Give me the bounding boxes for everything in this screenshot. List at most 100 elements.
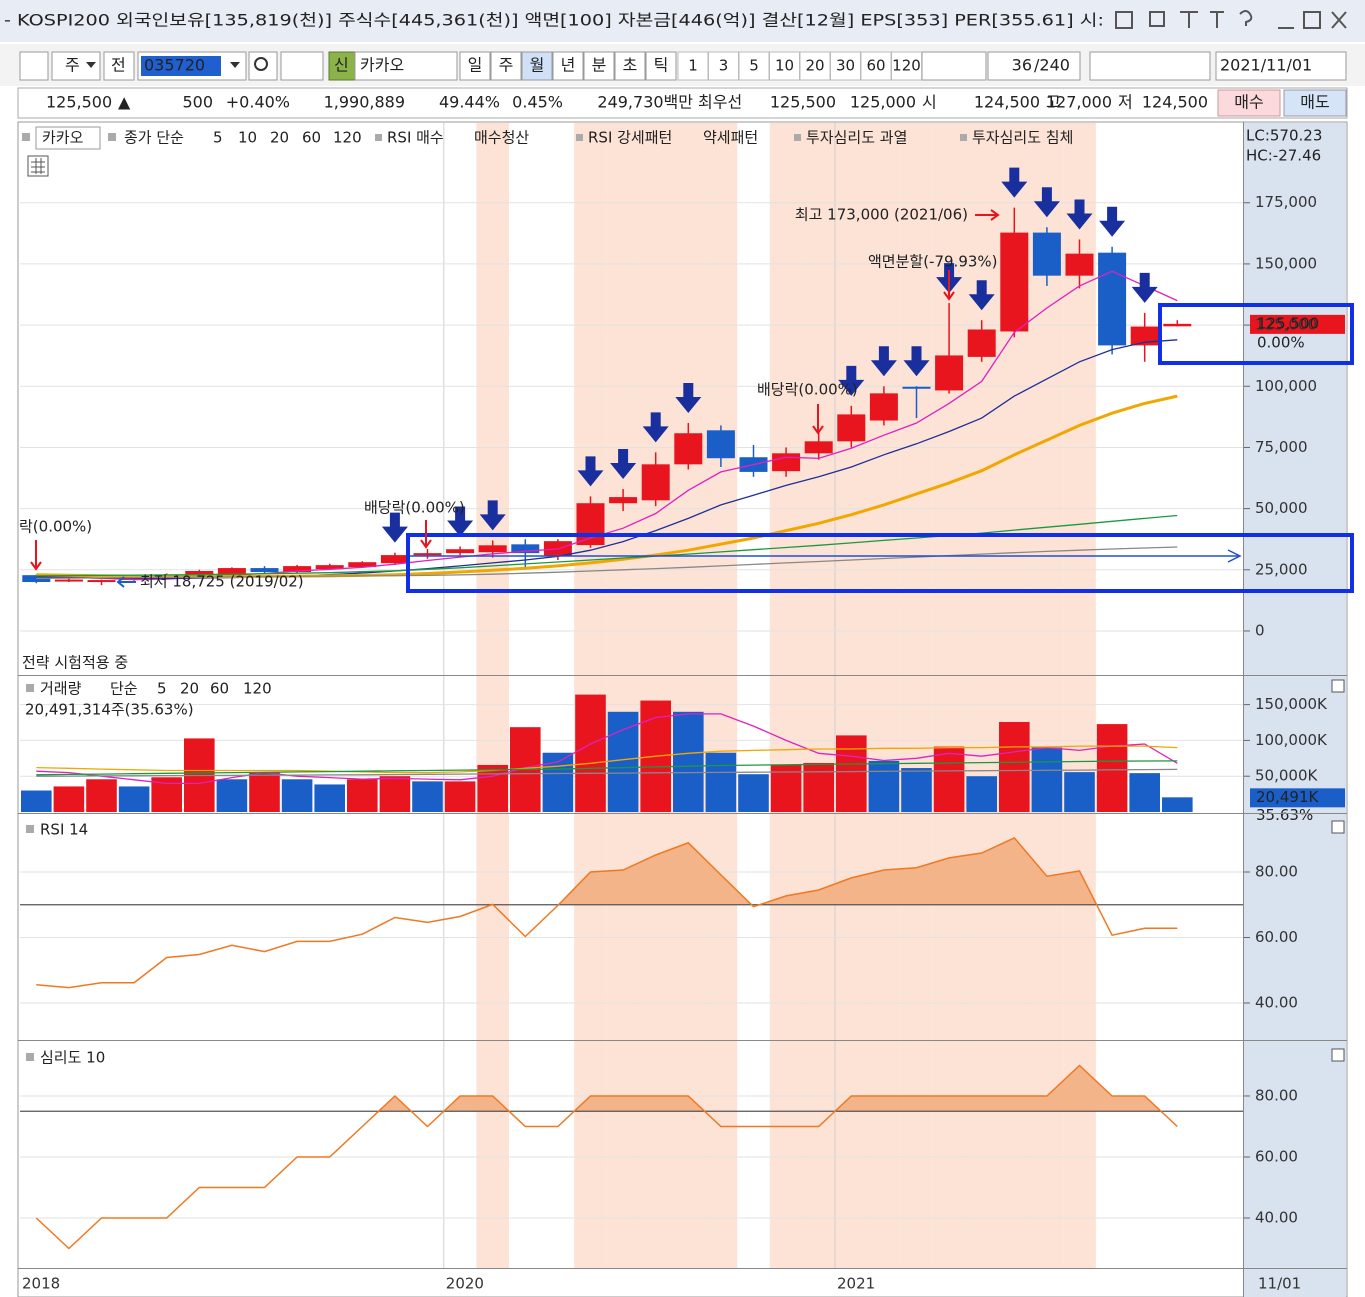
volume-bar <box>770 764 802 812</box>
y-tick-label: 25,000 <box>1255 560 1308 578</box>
legend-entry: 120 <box>333 129 362 147</box>
ma-line <box>36 546 1178 579</box>
last-price-box <box>1250 314 1345 334</box>
open-label: 시 <box>922 93 937 112</box>
candle-body <box>706 430 735 459</box>
panel-close-buttons[interactable] <box>1331 679 1345 1062</box>
table-icon[interactable] <box>27 155 49 177</box>
ratio: 49.44% <box>439 93 500 112</box>
signal-arrow <box>903 346 930 377</box>
count-total: /240 <box>1034 56 1070 75</box>
open: 124,500 <box>974 93 1040 112</box>
candle-body <box>380 555 409 564</box>
legend-entry: 60 <box>302 129 321 147</box>
legend-name: 카카오 <box>42 129 84 147</box>
highlight-box <box>406 533 1354 593</box>
period-button[interactable] <box>459 51 491 81</box>
interval-button[interactable] <box>677 51 709 81</box>
trend-line <box>410 549 1242 563</box>
annotation-dividend: 배당락(0.00%) <box>364 499 465 517</box>
volume-bar <box>118 786 150 812</box>
date-box[interactable] <box>1215 51 1347 81</box>
price-arrow: ▲ <box>118 93 131 112</box>
menu-button[interactable] <box>19 51 49 81</box>
y-tick-label: 40.00 <box>1255 993 1298 1011</box>
period-label: 주 <box>499 56 514 75</box>
annotation-high: 최고 173,000 (2021/06) <box>795 206 968 224</box>
dropdown-arrow <box>230 62 240 68</box>
sell-button[interactable] <box>1283 89 1347 117</box>
candle-body <box>250 568 279 572</box>
candle-body <box>315 565 344 570</box>
annotation-arrow <box>116 576 136 588</box>
indicator-line <box>36 836 1178 989</box>
interval-label: 120 <box>892 57 921 75</box>
last-volume-label: 20,491K <box>1256 788 1319 806</box>
all-button[interactable] <box>103 51 135 81</box>
overbought-shade <box>704 123 738 1268</box>
candle-body <box>967 329 996 357</box>
buy-label: 매수 <box>1234 93 1263 112</box>
period-button[interactable] <box>583 51 615 81</box>
candle-body <box>1000 232 1029 332</box>
y-tick-label: 150,000K <box>1255 695 1328 713</box>
candle-body <box>22 575 51 583</box>
interval-label: 10 <box>775 57 794 75</box>
buy-button[interactable] <box>1217 89 1281 117</box>
interval-button[interactable] <box>891 51 922 81</box>
period-label: 분 <box>592 56 607 75</box>
signal-arrow <box>870 346 897 377</box>
candle-body <box>348 562 377 568</box>
volume-bar <box>21 790 52 812</box>
high-label: 고 <box>1046 93 1061 112</box>
search-icon <box>254 57 268 71</box>
signal-arrow <box>675 382 702 413</box>
window-title: - KOSPI200 외국인보유[135,819(천)] 주식수[445,361… <box>4 11 1104 30</box>
search-button[interactable] <box>248 51 278 81</box>
interval-button[interactable] <box>860 51 892 81</box>
interval-button[interactable] <box>738 51 770 81</box>
window-controls[interactable] <box>1115 10 1347 29</box>
legend-square <box>26 684 34 692</box>
candle-body <box>1163 323 1192 327</box>
period-button[interactable] <box>490 51 522 81</box>
interval-button[interactable] <box>708 51 739 81</box>
y-tick-label: 75,000 <box>1255 438 1308 456</box>
stock-code: 035720 <box>144 56 205 75</box>
interval-label: 20 <box>805 57 824 75</box>
period-button[interactable] <box>645 51 677 81</box>
sound-button[interactable] <box>280 51 324 81</box>
volume-bar <box>249 772 280 812</box>
period-label: 년 <box>561 56 576 75</box>
candle-body <box>478 545 507 553</box>
signal-arrow <box>1131 272 1158 303</box>
count-box[interactable] <box>987 51 1081 81</box>
volume-summary: 20,491,314주(35.63%) <box>25 701 194 719</box>
legend-square <box>108 133 116 141</box>
y-tick-label: 175,000 <box>1255 193 1317 211</box>
candle-body <box>1098 252 1127 346</box>
table-icon-lines <box>31 158 45 174</box>
volume-bar <box>347 779 378 812</box>
volume-bar <box>999 722 1030 812</box>
badge[interactable] <box>328 51 356 81</box>
candle-body <box>185 571 214 576</box>
volume-bar <box>314 784 345 812</box>
legend-signal: 투자심리도 과열 <box>806 129 907 147</box>
change: 500 <box>182 93 213 112</box>
candle-body <box>1130 326 1159 346</box>
blank-select[interactable] <box>921 51 987 81</box>
tool-buttons[interactable] <box>1089 51 1211 81</box>
volume-bar <box>1129 773 1160 812</box>
interval-button[interactable] <box>769 51 800 81</box>
interval-label: 3 <box>719 57 729 75</box>
period-button[interactable] <box>521 51 553 81</box>
y-tick-label: 0 <box>1255 621 1265 639</box>
period-button[interactable] <box>552 51 584 81</box>
date: 2021/11/01 <box>1220 56 1312 75</box>
name-box[interactable] <box>354 51 458 81</box>
signal-arrow <box>1066 199 1093 230</box>
period-button[interactable] <box>614 51 646 81</box>
annotation-arrow <box>975 209 1000 221</box>
amount: 249,730백만 <box>597 93 693 112</box>
